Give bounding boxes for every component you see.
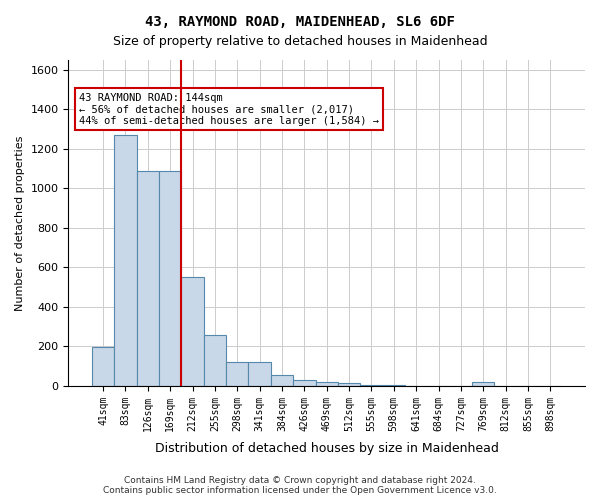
- Bar: [472, 382, 494, 386]
- Bar: [92, 347, 114, 386]
- Text: 43 RAYMOND ROAD: 144sqm
← 56% of detached houses are smaller (2,017)
44% of semi: 43 RAYMOND ROAD: 144sqm ← 56% of detache…: [79, 92, 379, 126]
- Bar: [248, 362, 271, 386]
- Bar: [360, 385, 383, 386]
- Bar: [316, 382, 338, 386]
- Bar: [181, 278, 204, 386]
- Bar: [137, 170, 159, 386]
- Bar: [293, 380, 316, 386]
- Bar: [114, 135, 137, 386]
- Text: Size of property relative to detached houses in Maidenhead: Size of property relative to detached ho…: [113, 35, 487, 48]
- Bar: [271, 375, 293, 386]
- Bar: [204, 334, 226, 386]
- Bar: [338, 383, 360, 386]
- Bar: [383, 385, 405, 386]
- Bar: [159, 170, 181, 386]
- X-axis label: Distribution of detached houses by size in Maidenhead: Distribution of detached houses by size …: [155, 442, 499, 455]
- Y-axis label: Number of detached properties: Number of detached properties: [15, 136, 25, 310]
- Text: Contains HM Land Registry data © Crown copyright and database right 2024.
Contai: Contains HM Land Registry data © Crown c…: [103, 476, 497, 495]
- Bar: [226, 362, 248, 386]
- Text: 43, RAYMOND ROAD, MAIDENHEAD, SL6 6DF: 43, RAYMOND ROAD, MAIDENHEAD, SL6 6DF: [145, 15, 455, 29]
